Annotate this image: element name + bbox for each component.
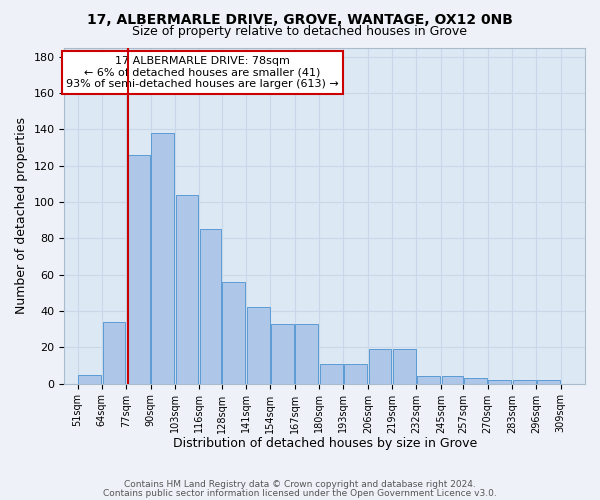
Bar <box>295 324 319 384</box>
Bar <box>417 376 440 384</box>
Text: Size of property relative to detached houses in Grove: Size of property relative to detached ho… <box>133 25 467 38</box>
Text: Contains HM Land Registry data © Crown copyright and database right 2024.: Contains HM Land Registry data © Crown c… <box>124 480 476 489</box>
Bar <box>200 229 221 384</box>
Bar <box>78 374 101 384</box>
Bar <box>344 364 367 384</box>
Bar <box>442 376 463 384</box>
Bar <box>368 349 391 384</box>
Text: 17, ALBERMARLE DRIVE, GROVE, WANTAGE, OX12 0NB: 17, ALBERMARLE DRIVE, GROVE, WANTAGE, OX… <box>87 12 513 26</box>
X-axis label: Distribution of detached houses by size in Grove: Distribution of detached houses by size … <box>173 437 477 450</box>
Bar <box>320 364 343 384</box>
Bar <box>464 378 487 384</box>
Bar <box>176 194 199 384</box>
Bar <box>513 380 536 384</box>
Bar <box>537 380 560 384</box>
Bar <box>393 349 416 384</box>
Text: 17 ALBERMARLE DRIVE: 78sqm
← 6% of detached houses are smaller (41)
93% of semi-: 17 ALBERMARLE DRIVE: 78sqm ← 6% of detac… <box>66 56 339 89</box>
Bar <box>271 324 294 384</box>
Bar <box>488 380 511 384</box>
Text: Contains public sector information licensed under the Open Government Licence v3: Contains public sector information licen… <box>103 490 497 498</box>
Bar <box>151 133 174 384</box>
Bar <box>247 308 269 384</box>
Bar <box>103 322 125 384</box>
Bar <box>127 154 150 384</box>
Y-axis label: Number of detached properties: Number of detached properties <box>15 117 28 314</box>
Bar <box>223 282 245 384</box>
